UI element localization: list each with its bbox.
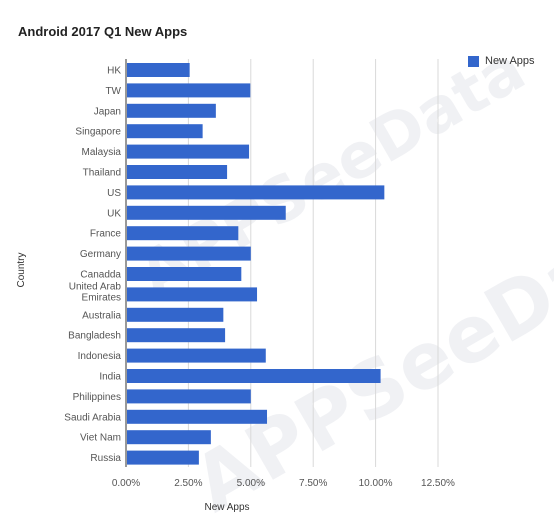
- legend: New Apps: [468, 55, 535, 67]
- bar: [127, 307, 224, 322]
- y-tick-label: France: [90, 229, 122, 240]
- legend-label: New Apps: [485, 55, 535, 67]
- x-tick-label: 10.00%: [359, 478, 393, 489]
- bar: [127, 63, 190, 77]
- y-tick-label: Saudi Arabia: [64, 412, 121, 423]
- bar: [127, 83, 251, 98]
- y-tick-label: Australia: [82, 310, 121, 321]
- y-tick-label: Malaysia: [82, 147, 122, 158]
- y-tick-label: Japan: [94, 106, 121, 117]
- x-axis-title: New Apps: [204, 502, 249, 513]
- bar: [127, 226, 239, 241]
- y-tick-label: Canadda: [80, 270, 121, 281]
- y-tick-label: Viet Nam: [80, 433, 121, 444]
- bar: [127, 409, 268, 424]
- y-tick-label: TW: [105, 86, 121, 97]
- bar: [127, 369, 381, 383]
- x-tick-label: 7.50%: [299, 478, 327, 489]
- bar: [127, 287, 258, 302]
- bar: [127, 144, 250, 159]
- y-tick-label: Bangladesh: [68, 331, 121, 342]
- bar: [127, 267, 242, 281]
- bar: [127, 430, 211, 445]
- y-tick-label: United Arab Emirates: [69, 281, 122, 303]
- bar: [127, 165, 228, 179]
- bar: [127, 450, 199, 465]
- y-axis-title: Country: [16, 252, 27, 287]
- bar: [127, 246, 251, 261]
- y-tick-label: Singapore: [75, 127, 121, 138]
- y-tick-label: India: [99, 372, 121, 383]
- x-tick-label: 5.00%: [237, 478, 265, 489]
- x-tick-label: 0.00%: [112, 478, 140, 489]
- y-tick-label: Germany: [80, 249, 121, 260]
- y-tick-label: Russia: [90, 453, 121, 464]
- legend-swatch: [468, 55, 479, 67]
- chart-title: Android 2017 Q1 New Apps: [18, 24, 188, 39]
- y-tick-label: HK: [107, 66, 121, 77]
- bar: [127, 205, 286, 220]
- y-tick-label: Indonesia: [78, 351, 122, 362]
- y-tick-label: Philippines: [73, 392, 121, 403]
- y-tick-label: Thailand: [83, 168, 121, 179]
- y-tick-label: UK: [107, 208, 121, 219]
- bar: [127, 348, 266, 363]
- x-tick-label: 2.50%: [174, 478, 202, 489]
- bar: [127, 185, 385, 200]
- bar: [127, 389, 251, 404]
- bar: [127, 103, 216, 118]
- bar: [127, 124, 203, 139]
- y-tick-label: US: [107, 188, 121, 199]
- x-tick-label: 12.50%: [421, 478, 455, 489]
- bar: [127, 328, 226, 343]
